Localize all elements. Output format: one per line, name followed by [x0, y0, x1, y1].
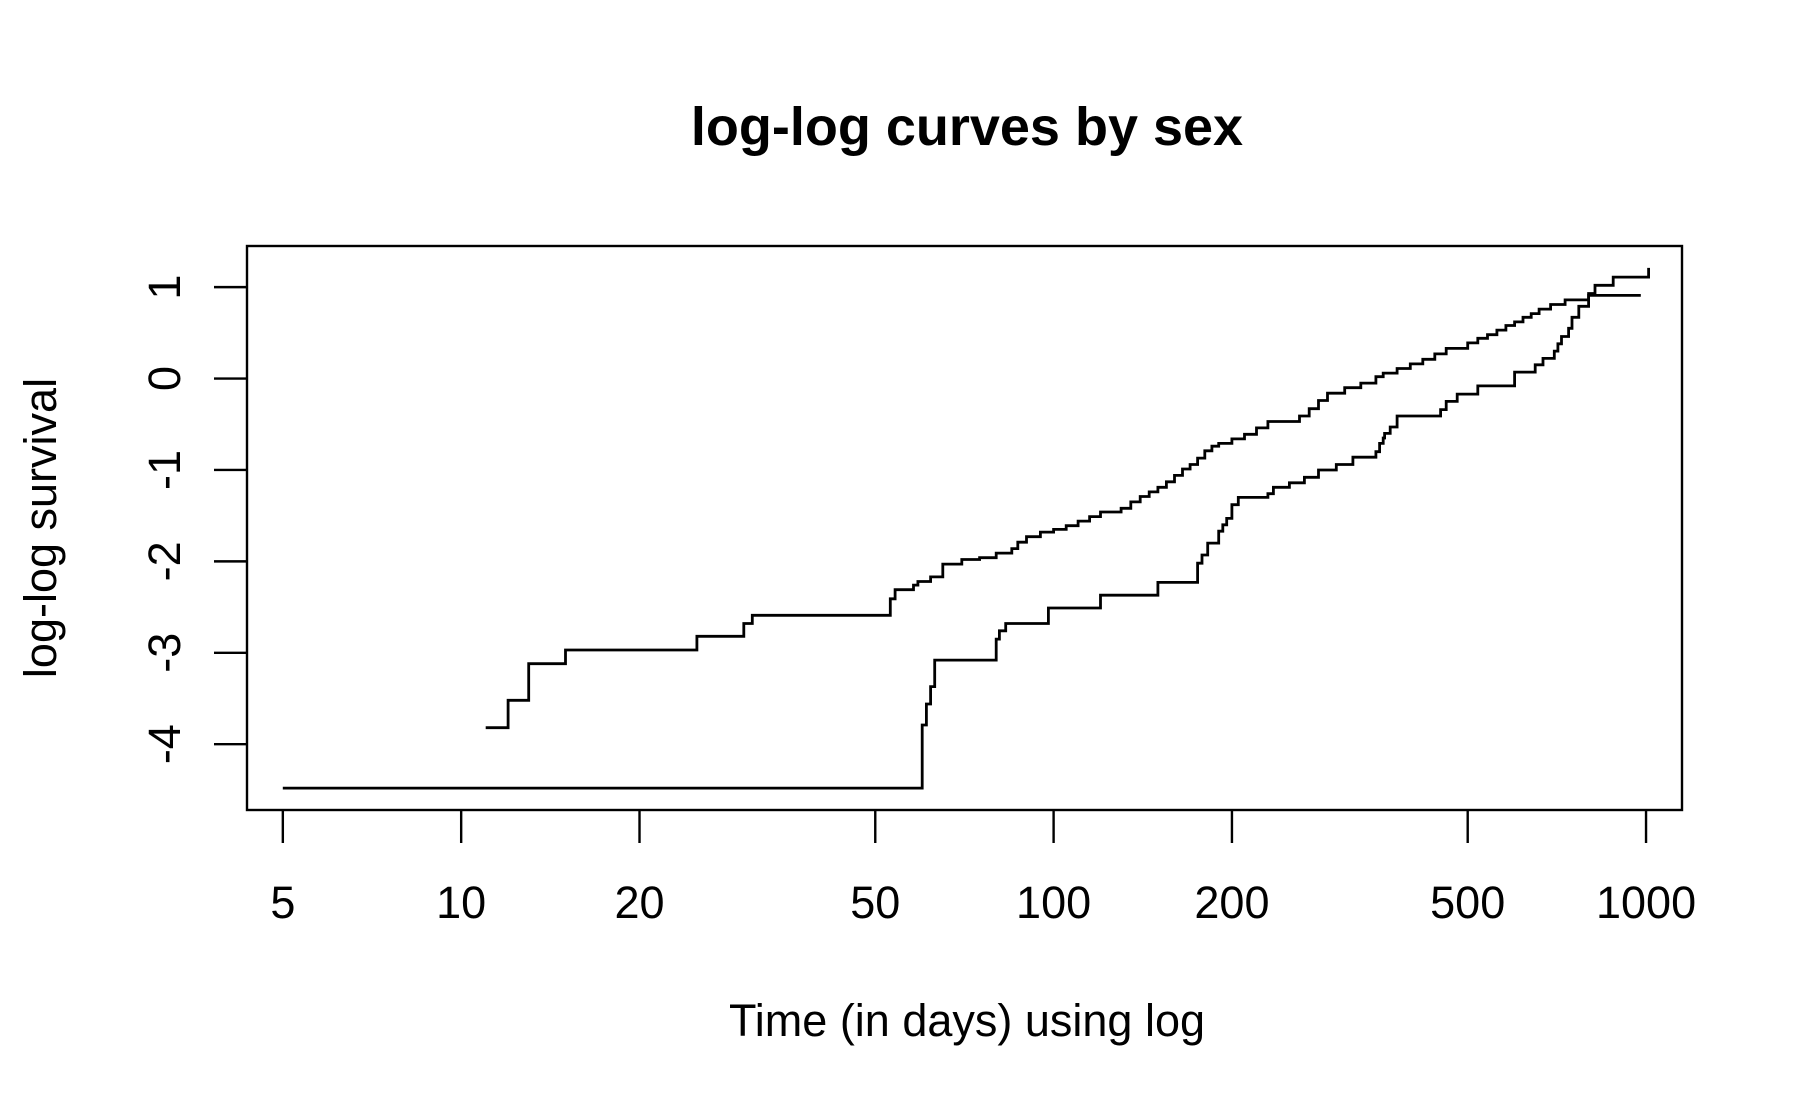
plot-frame	[245, 244, 1684, 812]
y-tick-label: -1	[139, 450, 190, 490]
chart-title: log-log curves by sex	[691, 97, 1243, 157]
x-tick-label: 1000	[1596, 877, 1696, 928]
y-tick-label: -2	[139, 541, 190, 581]
y-axis-title: log-log survival	[15, 378, 66, 678]
x-axis: 5 10 20 50 100 200 500 1000	[270, 810, 1696, 928]
x-tick-label: 200	[1194, 877, 1269, 928]
y-axis: -4 -3 -2 -1 0 1	[139, 275, 247, 764]
series-group	[282, 267, 1650, 790]
y-tick-label: -4	[139, 724, 190, 764]
series-1-line	[485, 267, 1650, 730]
y-tick-label: 1	[139, 275, 190, 300]
x-tick-label: 50	[850, 877, 900, 928]
series-2-line	[282, 294, 1641, 790]
y-tick-label: -3	[139, 633, 190, 673]
x-tick-label: 5	[270, 877, 295, 928]
x-tick-label: 100	[1016, 877, 1091, 928]
y-tick-label: 0	[139, 366, 190, 391]
x-tick-label: 500	[1430, 877, 1505, 928]
x-tick-label: 10	[436, 877, 486, 928]
x-axis-title: Time (in days) using log	[729, 995, 1205, 1046]
x-tick-label: 20	[614, 877, 664, 928]
